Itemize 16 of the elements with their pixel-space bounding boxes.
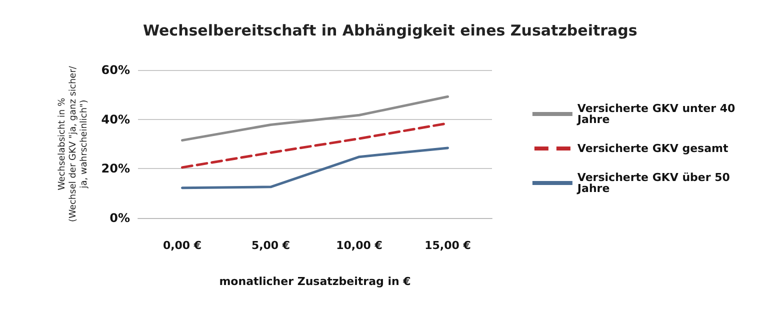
line-series (181, 146, 449, 190)
chart-title: Wechselbereitschaft in Abhängigkeit eines Zusatzbeitrags (143, 22, 638, 40)
y-tick-label: 60% (101, 63, 130, 77)
legend-label: Versicherte GKV unter 40 Jahre (576, 102, 740, 126)
x-tick-label: 5,00 € (251, 239, 290, 252)
y-axis-title: Wechselabsicht in % (Wechsel der GKV "ja, ganz sicher/ ja, wahrscheinlich") (58, 65, 90, 222)
x-axis-title: monatlicher Zusatzbeitrag in € (219, 275, 411, 288)
legend-label: Versicherte GKV gesamt (577, 142, 728, 155)
x-tick-label: 10,00 € (336, 239, 382, 252)
y-tick-label: 40% (101, 112, 130, 126)
line-series (181, 95, 449, 142)
y-tick-label: 0% (110, 211, 130, 225)
x-tick-label: 15,00 € (424, 239, 471, 252)
y-tick-label: 20% (101, 162, 130, 176)
x-tick-label: 0,00 € (162, 239, 202, 252)
legend-label: Versicherte GKV über 50 Jahre (576, 171, 734, 195)
